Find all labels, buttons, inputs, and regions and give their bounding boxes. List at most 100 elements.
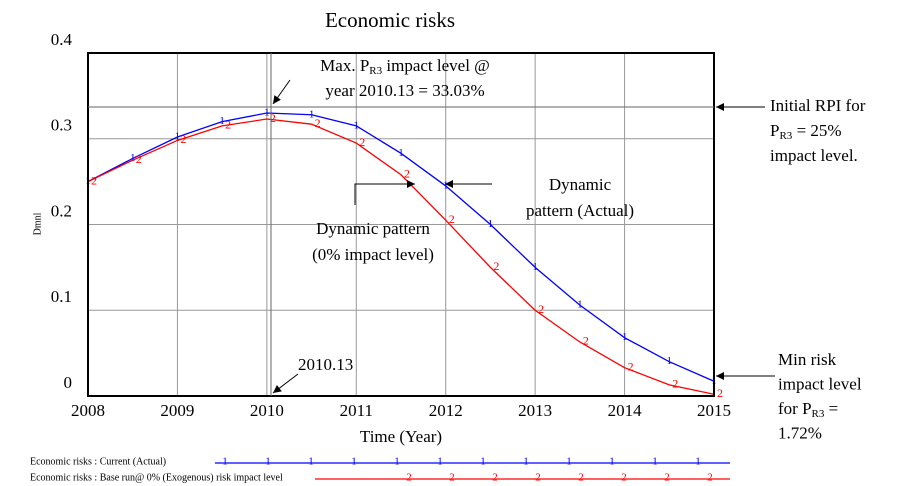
series-marker: 2 — [359, 135, 365, 149]
annotation: Dynamic — [549, 175, 612, 194]
series-marker: 2 — [404, 167, 410, 181]
legend-marker: 1 — [222, 456, 228, 468]
y-tick-label: 0.2 — [51, 201, 72, 220]
series-line — [87, 118, 715, 395]
legend-label: Economic risks : Current (Actual) — [30, 456, 166, 467]
y-axis-label: Dmnl — [32, 212, 43, 235]
annotation-text: P — [770, 121, 779, 140]
series-line — [87, 112, 715, 382]
legend-marker: 2 — [492, 472, 498, 484]
y-tick-label: 0.3 — [51, 116, 72, 135]
x-tick-label: 2009 — [160, 401, 194, 420]
legend-marker: 2 — [535, 472, 541, 484]
annotation: for PR3 = — [778, 399, 838, 420]
annotation: Min risk — [778, 350, 837, 369]
annotation: Initial RPI for — [770, 96, 866, 115]
x-tick-label: 2015 — [697, 401, 731, 420]
annotation-text: Max. P — [320, 56, 369, 75]
legend-label: Economic risks : Base run@ 0% (Exogenous… — [30, 472, 283, 483]
annotation-text: pattern (Actual) — [526, 201, 634, 220]
series-marker: 2 — [225, 118, 231, 132]
subscript: R3 — [812, 408, 825, 420]
legend-marker: 1 — [265, 456, 271, 468]
annotation-text: Initial RPI for — [770, 96, 866, 115]
series-marker: 1 — [264, 107, 270, 119]
annotation-text: impact level @ — [382, 56, 490, 75]
annotation-text: Min risk — [778, 350, 837, 369]
series-marker: 1 — [532, 261, 538, 273]
legend-marker: 1 — [695, 456, 701, 468]
legend-marker: 1 — [523, 456, 529, 468]
annotation-text: = 25% — [792, 121, 841, 140]
annotation-text: impact level. — [770, 146, 858, 165]
y-tick-label: 0 — [64, 373, 73, 392]
chart-title: Economic risks — [325, 8, 455, 32]
arrow — [354, 180, 415, 205]
annotation-text: Dynamic pattern — [316, 219, 430, 238]
series-marker: 1 — [219, 115, 225, 127]
series-marker: 2 — [270, 111, 276, 125]
legend-marker: 2 — [707, 472, 713, 484]
annotation-text: Dynamic — [549, 175, 612, 194]
legend-marker: 2 — [578, 472, 584, 484]
y-tick-label: 0.4 — [51, 30, 73, 49]
legend-marker: 1 — [437, 456, 443, 468]
plot-frame — [87, 52, 715, 397]
series-marker: 2 — [672, 377, 678, 391]
annotation: (0% impact level) — [312, 245, 434, 264]
series-marker: 1 — [488, 218, 494, 230]
subscript: R3 — [779, 130, 792, 142]
legend-marker: 2 — [406, 472, 412, 484]
series-marker: 2 — [180, 132, 186, 146]
series-marker: 1 — [577, 299, 583, 311]
subscript: R3 — [369, 65, 382, 77]
arrow — [272, 373, 299, 394]
series-marker: 2 — [493, 259, 499, 273]
series-marker: 2 — [583, 334, 589, 348]
annotations: Max. PR3 impact level @year 2010.13 = 33… — [298, 56, 866, 443]
series-marker: 1 — [130, 152, 136, 164]
legend-marker: 2 — [621, 472, 627, 484]
legend-marker: 2 — [449, 472, 455, 484]
annotation-text: impact level — [778, 374, 862, 393]
annotation: pattern (Actual) — [526, 201, 634, 220]
legend: Economic risks : Current (Actual) 1 1 1 1 1 1 1… — [30, 456, 730, 484]
annotation: 1.72% — [778, 423, 822, 442]
series-marker: 1 — [443, 179, 449, 191]
series-marker: 1 — [354, 119, 360, 131]
series-marker: 1 — [622, 331, 628, 343]
legend-marker: 1 — [308, 456, 314, 468]
legend-marker: 1 — [480, 456, 486, 468]
annotation: 2010.13 — [298, 355, 353, 374]
series-marker: 1 — [398, 147, 404, 159]
x-tick-label: 2012 — [429, 401, 463, 420]
series-marker: 2 — [717, 386, 723, 400]
series-marker: 2 — [628, 359, 634, 373]
arrow — [272, 79, 291, 105]
annotation-text: (0% impact level) — [312, 245, 434, 264]
legend-marker: 1 — [566, 456, 572, 468]
annotation-text: year 2010.13 = 33.03% — [325, 81, 484, 100]
legend-marker: 1 — [652, 456, 658, 468]
annotation-text: 2010.13 — [298, 355, 353, 374]
x-tick-label: 2008 — [71, 401, 105, 420]
annotation: impact level. — [770, 146, 858, 165]
series-marker: 1 — [667, 355, 673, 367]
series-marker: 1 — [175, 131, 181, 143]
annotation: year 2010.13 = 33.03% — [325, 81, 484, 100]
series-marker: 2 — [538, 302, 544, 316]
series-marker: 2 — [449, 212, 455, 226]
annotation-text: for P — [778, 399, 812, 418]
annotation-text: 1.72% — [778, 423, 822, 442]
legend-marker: 1 — [351, 456, 357, 468]
series-marker: 1 — [309, 108, 315, 120]
series-marker: 2 — [91, 173, 97, 187]
annotation: PR3 = 25% — [770, 121, 842, 142]
series-marker: 2 — [136, 152, 142, 166]
y-tick-label: 0.1 — [51, 287, 72, 306]
x-tick-label: 2013 — [518, 401, 552, 420]
annotation: Max. PR3 impact level @ — [320, 56, 490, 77]
annotation-text: = — [824, 399, 838, 418]
